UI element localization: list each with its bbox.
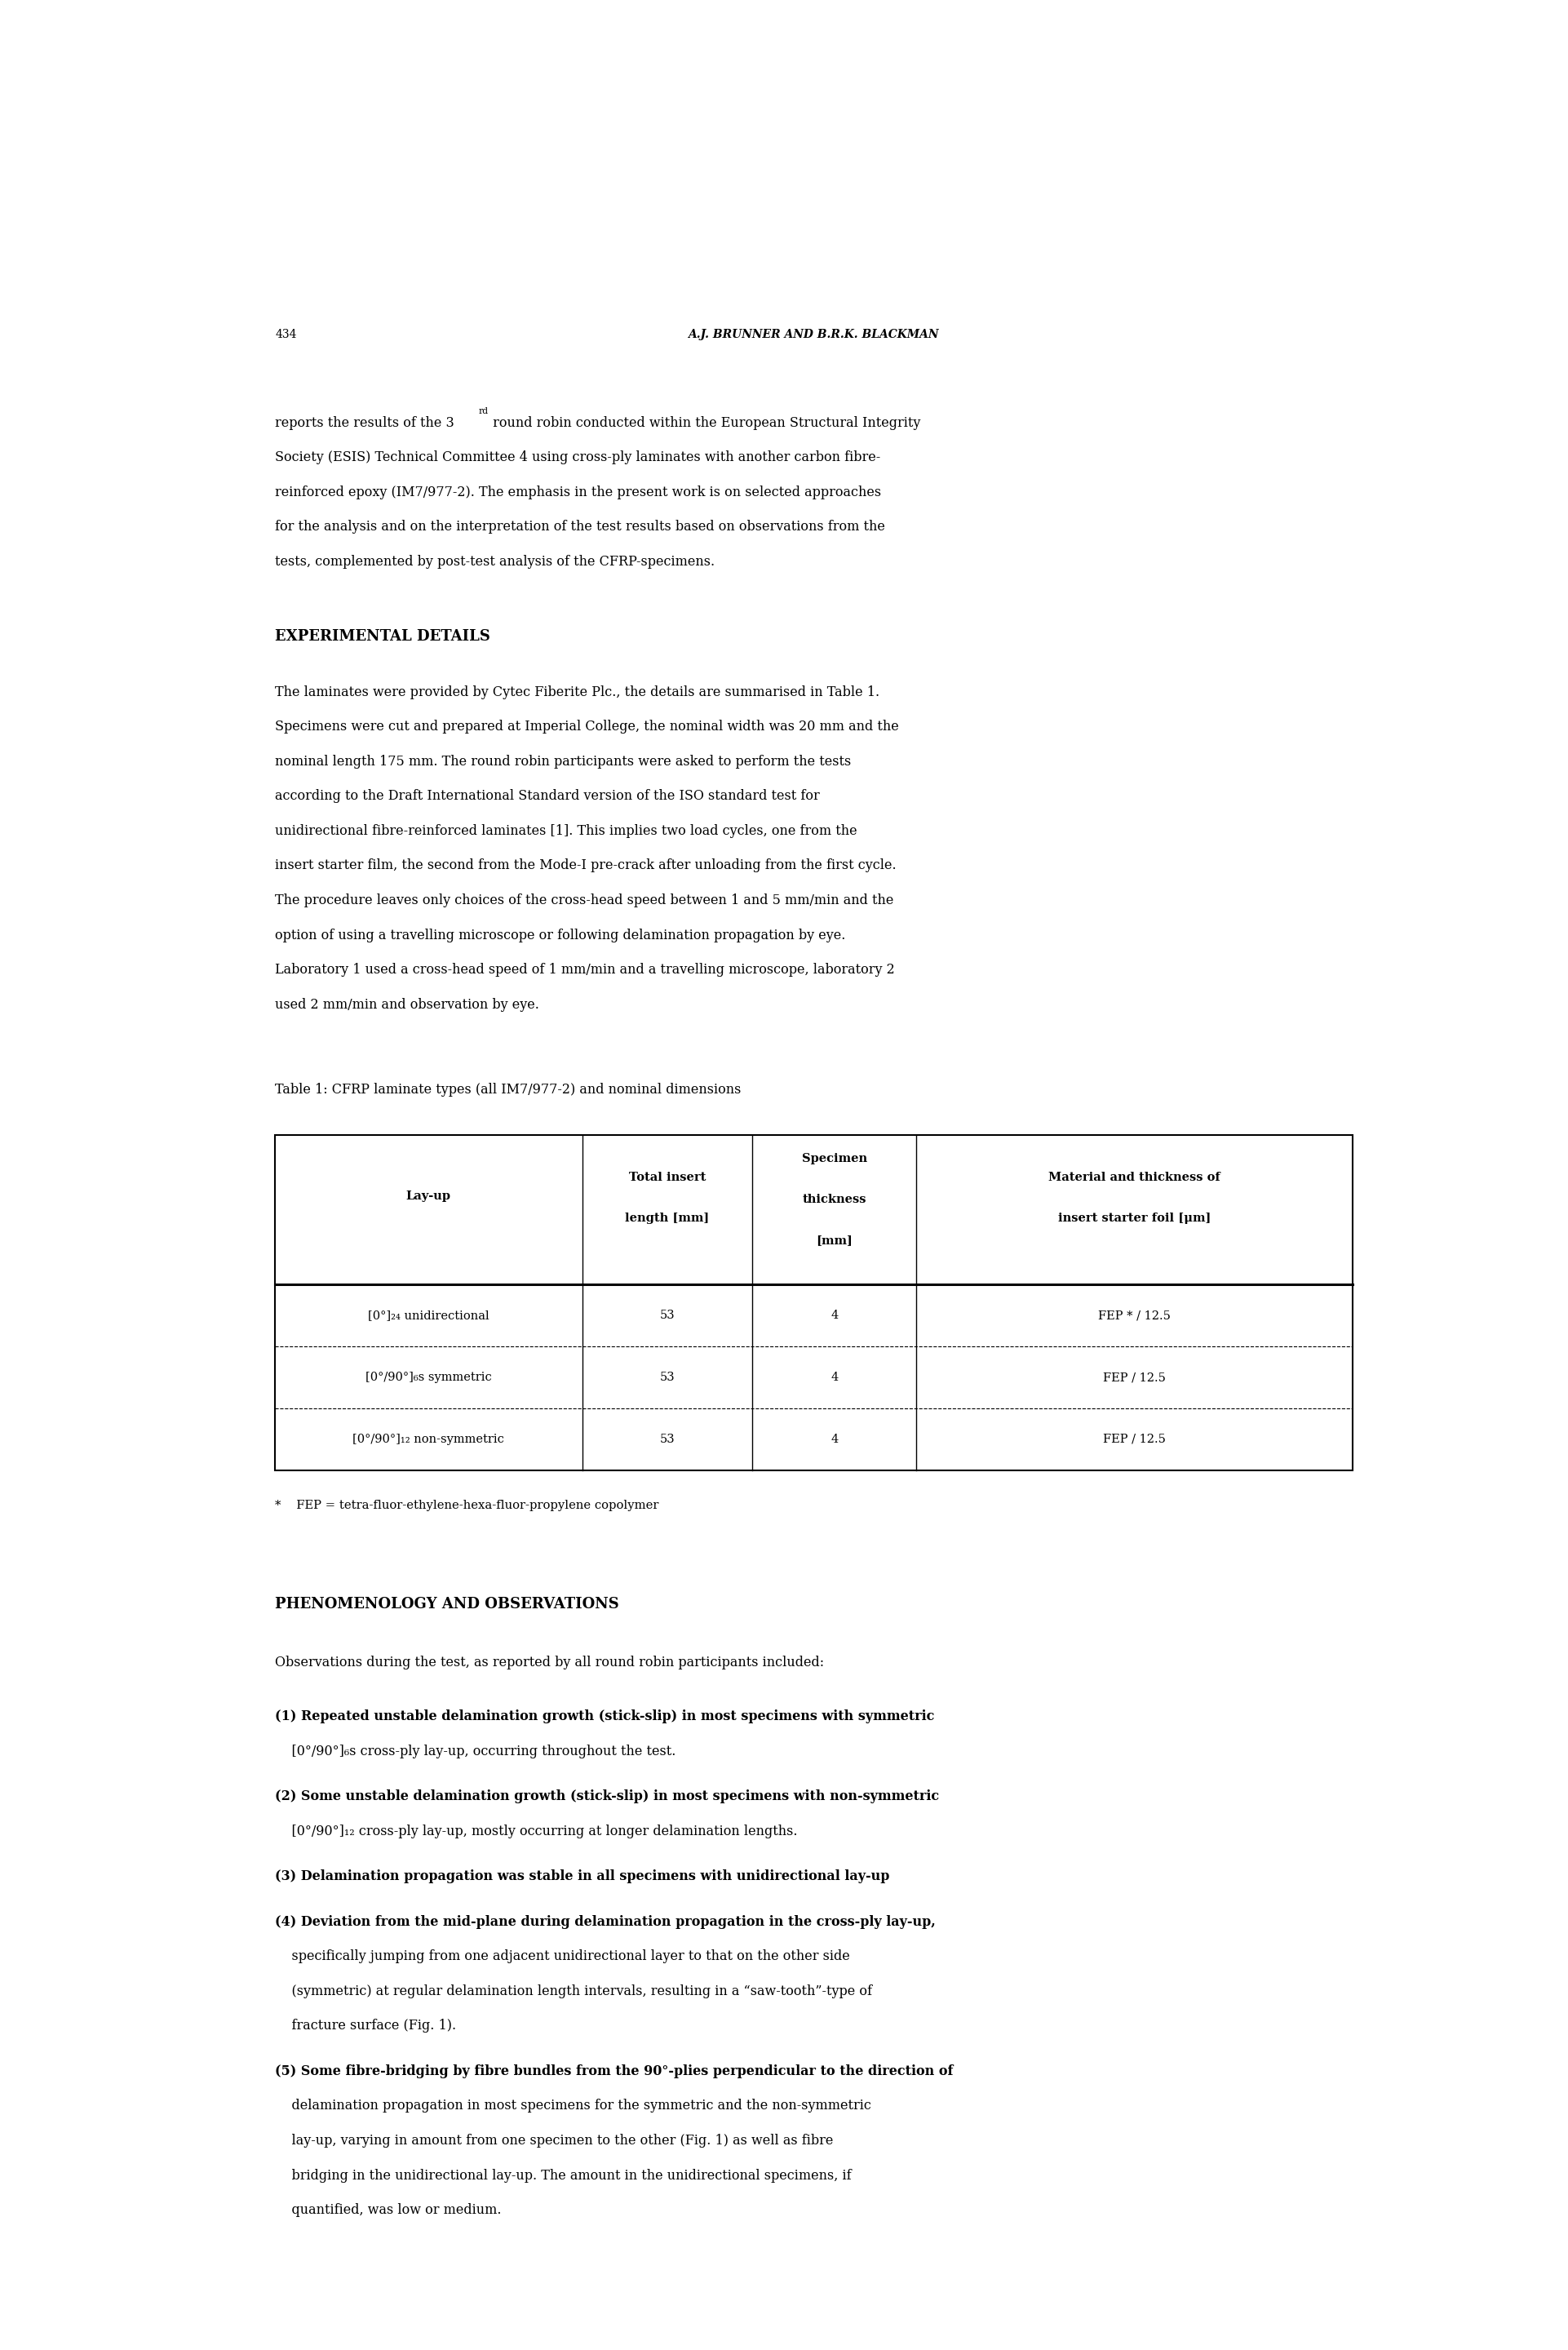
Text: FEP * / 12.5: FEP * / 12.5 [1098,1309,1171,1321]
Text: (4) Deviation from the mid-plane during delamination propagation in the cross-pl: (4) Deviation from the mid-plane during … [274,1915,936,1929]
Text: Lay-up: Lay-up [406,1191,452,1203]
Text: round robin conducted within the European Structural Integrity: round robin conducted within the Europea… [489,416,920,430]
Text: 4: 4 [831,1372,839,1384]
Text: FEP / 12.5: FEP / 12.5 [1104,1372,1167,1384]
Text: delamination propagation in most specimens for the symmetric and the non-symmetr: delamination propagation in most specime… [274,2099,872,2113]
Text: The laminates were provided by Cytec Fiberite Plc., the details are summarised i: The laminates were provided by Cytec Fib… [274,684,880,698]
Text: *    FEP = tetra-fluor-ethylene-hexa-fluor-propylene copolymer: * FEP = tetra-fluor-ethylene-hexa-fluor-… [274,1499,659,1511]
Text: 53: 53 [660,1309,674,1321]
Text: Laboratory 1 used a cross-head speed of 1 mm/min and a travelling microscope, la: Laboratory 1 used a cross-head speed of … [274,964,895,978]
Text: used 2 mm/min and observation by eye.: used 2 mm/min and observation by eye. [274,999,539,1011]
Text: bridging in the unidirectional lay-up. The amount in the unidirectional specimen: bridging in the unidirectional lay-up. T… [274,2169,851,2183]
Text: tests, complemented by post-test analysis of the CFRP-specimens.: tests, complemented by post-test analysi… [274,555,715,569]
Text: nominal length 175 mm. The round robin participants were asked to perform the te: nominal length 175 mm. The round robin p… [274,754,851,768]
Text: for the analysis and on the interpretation of the test results based on observat: for the analysis and on the interpretati… [274,519,884,533]
Text: [mm]: [mm] [815,1234,853,1246]
Text: unidirectional fibre-reinforced laminates [1]. This implies two load cycles, one: unidirectional fibre-reinforced laminate… [274,825,858,839]
Text: according to the Draft International Standard version of the ISO standard test f: according to the Draft International Sta… [274,790,820,804]
Text: 4: 4 [831,1434,839,1445]
Text: lay-up, varying in amount from one specimen to the other (Fig. 1) as well as fib: lay-up, varying in amount from one speci… [274,2134,833,2148]
Text: Table 1: CFRP laminate types (all IM7/977-2) and nominal dimensions: Table 1: CFRP laminate types (all IM7/97… [274,1083,742,1097]
Text: [0°/90°]₆s cross-ply lay-up, occurring throughout the test.: [0°/90°]₆s cross-ply lay-up, occurring t… [274,1744,676,1758]
Text: 53: 53 [660,1434,674,1445]
Text: fracture surface (Fig. 1).: fracture surface (Fig. 1). [274,2019,456,2033]
Text: reinforced epoxy (IM7/977-2). The emphasis in the present work is on selected ap: reinforced epoxy (IM7/977-2). The emphas… [274,486,881,498]
Text: (3) Delamination propagation was stable in all specimens with unidirectional lay: (3) Delamination propagation was stable … [274,1871,889,1885]
Text: [0°/90°]₆s symmetric: [0°/90°]₆s symmetric [365,1372,492,1384]
Text: Material and thickness of: Material and thickness of [1049,1173,1220,1182]
Text: Specimen: Specimen [801,1152,867,1163]
Text: insert starter film, the second from the Mode-I pre-crack after unloading from t: insert starter film, the second from the… [274,858,897,872]
Text: insert starter foil [μm]: insert starter foil [μm] [1058,1213,1210,1224]
Text: EXPERIMENTAL DETAILS: EXPERIMENTAL DETAILS [274,630,491,644]
Text: length [mm]: length [mm] [626,1213,709,1224]
Text: Total insert: Total insert [629,1173,706,1182]
Text: PHENOMENOLOGY AND OBSERVATIONS: PHENOMENOLOGY AND OBSERVATIONS [274,1598,619,1612]
Text: FEP / 12.5: FEP / 12.5 [1104,1434,1167,1445]
Text: [0°/90°]₁₂ cross-ply lay-up, mostly occurring at longer delamination lengths.: [0°/90°]₁₂ cross-ply lay-up, mostly occu… [274,1824,798,1838]
Text: 53: 53 [660,1372,674,1384]
Text: Specimens were cut and prepared at Imperial College, the nominal width was 20 mm: Specimens were cut and prepared at Imper… [274,719,898,733]
Text: [0°/90°]₁₂ non-symmetric: [0°/90°]₁₂ non-symmetric [353,1434,505,1445]
Text: Society (ESIS) Technical Committee 4 using cross-ply laminates with another carb: Society (ESIS) Technical Committee 4 usi… [274,451,881,465]
Text: 4: 4 [831,1309,839,1321]
Bar [274,1135,1353,1471]
Text: [0°]₂₄ unidirectional: [0°]₂₄ unidirectional [368,1309,489,1321]
Text: (5) Some fibre-bridging by fibre bundles from the 90°-plies perpendicular to the: (5) Some fibre-bridging by fibre bundles… [274,2063,953,2077]
Text: specifically jumping from one adjacent unidirectional layer to that on the other: specifically jumping from one adjacent u… [274,1950,850,1965]
Text: (1) Repeated unstable delamination growth (stick-slip) in most specimens with sy: (1) Repeated unstable delamination growt… [274,1711,935,1725]
Text: (2) Some unstable delamination growth (stick-slip) in most specimens with non-sy: (2) Some unstable delamination growth (s… [274,1791,939,1805]
Text: option of using a travelling microscope or following delamination propagation by: option of using a travelling microscope … [274,928,845,942]
Text: 434: 434 [274,329,296,341]
Text: The procedure leaves only choices of the cross-head speed between 1 and 5 mm/min: The procedure leaves only choices of the… [274,893,894,907]
Text: A.J. BRUNNER AND B.R.K. BLACKMAN: A.J. BRUNNER AND B.R.K. BLACKMAN [688,329,939,341]
Text: (symmetric) at regular delamination length intervals, resulting in a “saw-tooth”: (symmetric) at regular delamination leng… [274,1983,872,1998]
Text: Observations during the test, as reported by all round robin participants includ: Observations during the test, as reporte… [274,1657,825,1671]
Text: quantified, was low or medium.: quantified, was low or medium. [274,2204,502,2216]
Text: rd: rd [478,407,489,416]
Text: reports the results of the 3: reports the results of the 3 [274,416,455,430]
Text: thickness: thickness [803,1194,867,1206]
